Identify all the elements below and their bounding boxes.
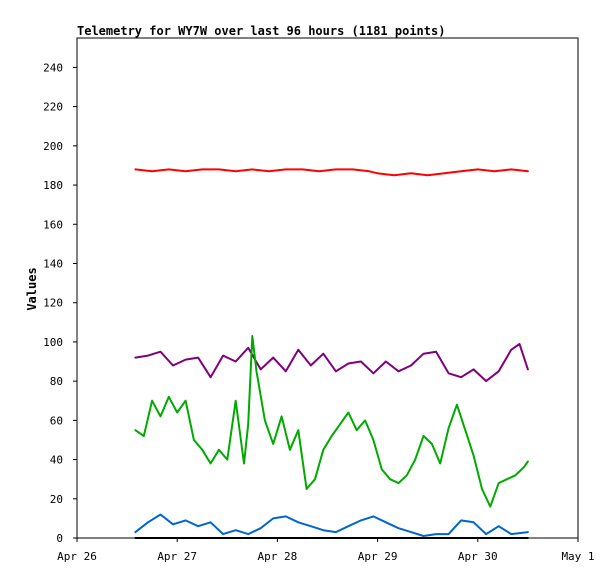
y-tick-label: 220	[43, 101, 63, 114]
series-line-2	[134, 335, 529, 508]
y-tick-label: 100	[43, 336, 63, 349]
y-tick-label: 20	[50, 493, 63, 506]
x-tick-label: May 1	[561, 550, 594, 563]
chart-title: Telemetry for WY7W over last 96 hours (1…	[77, 24, 445, 38]
y-tick-label: 40	[50, 454, 63, 467]
plot-frame	[76, 37, 579, 539]
y-tick-label: 140	[43, 257, 63, 270]
y-tick-label: 0	[56, 532, 63, 545]
y-tick-label: 160	[43, 218, 63, 231]
series-line-0	[134, 168, 529, 177]
ticks-layer: 0 20 40 60 80 100 120 140 160 180 200 220 240 Apr 26 A…	[43, 61, 594, 563]
x-tick-label: Apr 26	[57, 550, 97, 563]
y-tick-label: 120	[43, 297, 63, 310]
x-tick-label: Apr 30	[458, 550, 498, 563]
series-line-3	[134, 513, 529, 537]
x-tick-label: Apr 29	[358, 550, 398, 563]
y-tick-label: 180	[43, 179, 63, 192]
y-tick-label: 240	[43, 61, 63, 74]
x-tick-label: Apr 27	[157, 550, 197, 563]
y-tick-label: 200	[43, 140, 63, 153]
y-tick-label: 60	[50, 414, 63, 427]
x-tick-label: Apr 28	[258, 550, 298, 563]
series-line-1	[134, 342, 529, 383]
y-axis-label: Values	[25, 267, 39, 310]
y-tick-label: 80	[50, 375, 63, 388]
